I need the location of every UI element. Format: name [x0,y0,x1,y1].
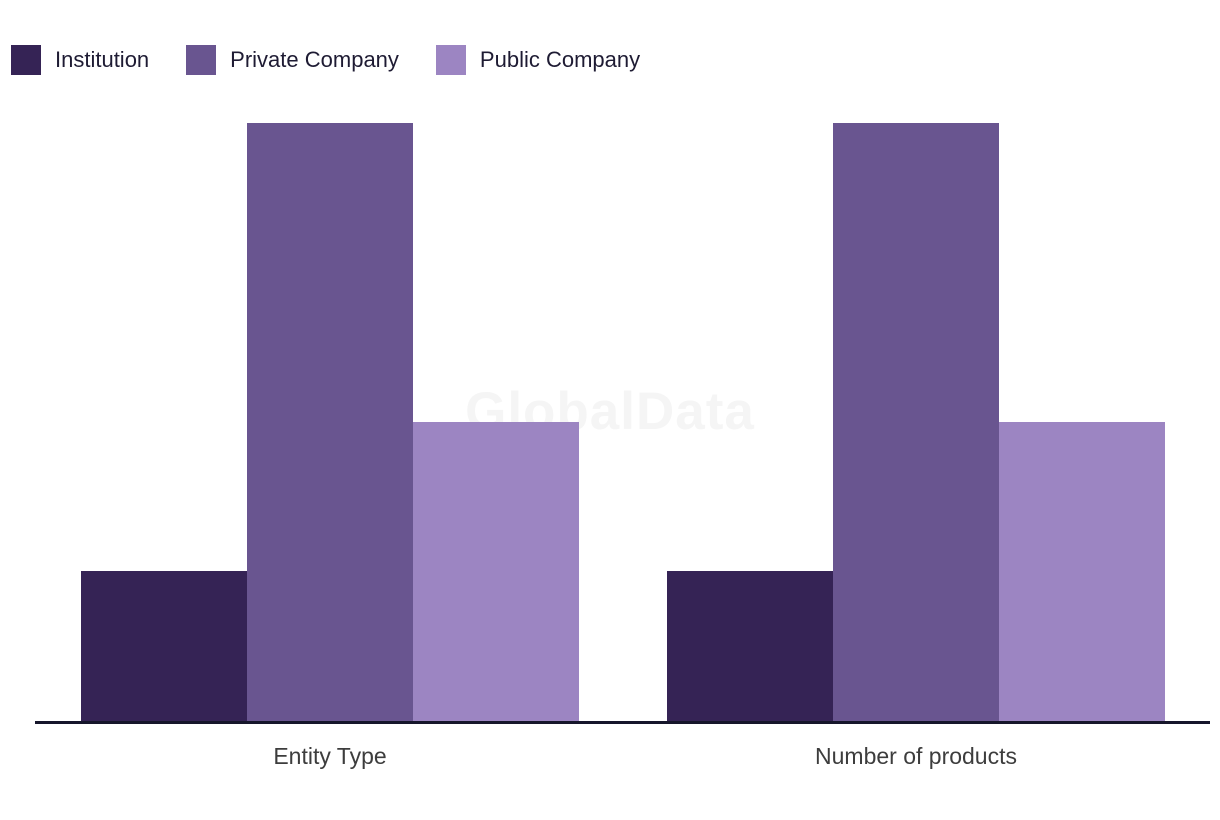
legend-item-institution[interactable]: Institution [11,45,149,75]
bar-public-company-number-of-products [999,422,1165,721]
bar-public-company-entity-type [413,422,579,721]
chart-legend: Institution Private Company Public Company [11,45,640,75]
bar-institution-number-of-products [667,571,833,721]
bar-private-company-number-of-products [833,123,999,721]
legend-label: Private Company [230,47,399,72]
x-axis-label-entity-type: Entity Type [273,743,387,769]
legend-color-swatch-private-company [186,45,217,75]
x-axis-line [35,721,1210,724]
x-axis-label-number-of-products: Number of products [815,743,1017,769]
legend-item-private-company[interactable]: Private Company [186,45,399,75]
bar-private-company-entity-type [247,123,413,721]
legend-label: Institution [55,47,150,72]
legend-label: Public Company [479,47,641,72]
bar-institution-entity-type [81,571,247,721]
legend-color-swatch-institution [11,45,41,75]
legend-color-swatch-public-company [435,45,466,75]
legend-item-public-company[interactable]: Public Company [435,45,641,75]
